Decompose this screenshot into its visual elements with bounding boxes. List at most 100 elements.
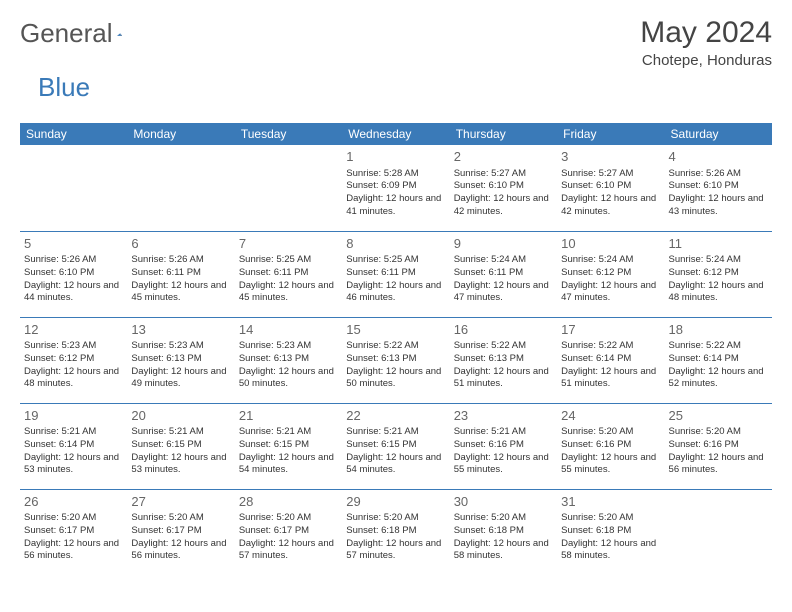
daylight-text: Daylight: 12 hours and 42 minutes. [454, 193, 553, 219]
daylight-text: Daylight: 12 hours and 58 minutes. [454, 538, 553, 564]
day-number: 24 [561, 407, 660, 425]
weekday-header: Saturday [665, 123, 772, 145]
day-details: Sunrise: 5:28 AMSunset: 6:09 PMDaylight:… [346, 168, 445, 219]
sunset-text: Sunset: 6:16 PM [669, 439, 768, 452]
calendar-day-cell: 21Sunrise: 5:21 AMSunset: 6:15 PMDayligh… [235, 403, 342, 489]
daylight-text: Daylight: 12 hours and 45 minutes. [131, 280, 230, 306]
daylight-text: Daylight: 12 hours and 55 minutes. [454, 452, 553, 478]
calendar-day-cell: 12Sunrise: 5:23 AMSunset: 6:12 PMDayligh… [20, 317, 127, 403]
sunrise-text: Sunrise: 5:20 AM [24, 512, 123, 525]
sunset-text: Sunset: 6:10 PM [454, 180, 553, 193]
sunset-text: Sunset: 6:17 PM [131, 525, 230, 538]
weekday-header: Tuesday [235, 123, 342, 145]
sunrise-text: Sunrise: 5:20 AM [454, 512, 553, 525]
day-number: 29 [346, 493, 445, 511]
sunrise-text: Sunrise: 5:25 AM [239, 254, 338, 267]
calendar-day-cell: 7Sunrise: 5:25 AMSunset: 6:11 PMDaylight… [235, 231, 342, 317]
sunrise-text: Sunrise: 5:26 AM [669, 168, 768, 181]
sunrise-text: Sunrise: 5:20 AM [346, 512, 445, 525]
sunrise-text: Sunrise: 5:21 AM [239, 426, 338, 439]
daylight-text: Daylight: 12 hours and 57 minutes. [346, 538, 445, 564]
sunset-text: Sunset: 6:12 PM [24, 353, 123, 366]
calendar-day-cell: 20Sunrise: 5:21 AMSunset: 6:15 PMDayligh… [127, 403, 234, 489]
month-title: May 2024 [640, 18, 772, 48]
daylight-text: Daylight: 12 hours and 55 minutes. [561, 452, 660, 478]
day-number: 2 [454, 148, 553, 166]
sunrise-text: Sunrise: 5:20 AM [239, 512, 338, 525]
day-details: Sunrise: 5:24 AMSunset: 6:11 PMDaylight:… [454, 254, 553, 305]
daylight-text: Daylight: 12 hours and 56 minutes. [131, 538, 230, 564]
calendar-day-cell: 8Sunrise: 5:25 AMSunset: 6:11 PMDaylight… [342, 231, 449, 317]
day-number: 21 [239, 407, 338, 425]
calendar-day-cell: 30Sunrise: 5:20 AMSunset: 6:18 PMDayligh… [450, 489, 557, 575]
daylight-text: Daylight: 12 hours and 53 minutes. [131, 452, 230, 478]
weekday-header: Monday [127, 123, 234, 145]
daylight-text: Daylight: 12 hours and 45 minutes. [239, 280, 338, 306]
day-details: Sunrise: 5:26 AMSunset: 6:10 PMDaylight:… [669, 168, 768, 219]
sunset-text: Sunset: 6:11 PM [454, 267, 553, 280]
day-details: Sunrise: 5:20 AMSunset: 6:18 PMDaylight:… [454, 512, 553, 563]
day-details: Sunrise: 5:21 AMSunset: 6:15 PMDaylight:… [346, 426, 445, 477]
calendar-day-cell: 31Sunrise: 5:20 AMSunset: 6:18 PMDayligh… [557, 489, 664, 575]
day-details: Sunrise: 5:23 AMSunset: 6:12 PMDaylight:… [24, 340, 123, 391]
daylight-text: Daylight: 12 hours and 50 minutes. [346, 366, 445, 392]
day-details: Sunrise: 5:20 AMSunset: 6:18 PMDaylight:… [346, 512, 445, 563]
calendar-week-row: 12Sunrise: 5:23 AMSunset: 6:12 PMDayligh… [20, 317, 772, 403]
day-details: Sunrise: 5:27 AMSunset: 6:10 PMDaylight:… [454, 168, 553, 219]
daylight-text: Daylight: 12 hours and 42 minutes. [561, 193, 660, 219]
calendar-week-row: 1Sunrise: 5:28 AMSunset: 6:09 PMDaylight… [20, 145, 772, 231]
daylight-text: Daylight: 12 hours and 51 minutes. [561, 366, 660, 392]
location-subtitle: Chotepe, Honduras [640, 52, 772, 69]
day-details: Sunrise: 5:24 AMSunset: 6:12 PMDaylight:… [561, 254, 660, 305]
day-number: 28 [239, 493, 338, 511]
sunrise-text: Sunrise: 5:26 AM [131, 254, 230, 267]
sunrise-text: Sunrise: 5:22 AM [669, 340, 768, 353]
calendar-day-cell: 19Sunrise: 5:21 AMSunset: 6:14 PMDayligh… [20, 403, 127, 489]
day-number: 11 [669, 235, 768, 253]
sunrise-text: Sunrise: 5:24 AM [454, 254, 553, 267]
day-number: 13 [131, 321, 230, 339]
sunrise-text: Sunrise: 5:21 AM [454, 426, 553, 439]
day-number: 9 [454, 235, 553, 253]
sunset-text: Sunset: 6:15 PM [131, 439, 230, 452]
calendar-table: SundayMondayTuesdayWednesdayThursdayFrid… [20, 123, 772, 575]
calendar-day-cell [20, 145, 127, 231]
sunrise-text: Sunrise: 5:21 AM [131, 426, 230, 439]
sunset-text: Sunset: 6:10 PM [669, 180, 768, 193]
daylight-text: Daylight: 12 hours and 46 minutes. [346, 280, 445, 306]
sunrise-text: Sunrise: 5:22 AM [346, 340, 445, 353]
daylight-text: Daylight: 12 hours and 47 minutes. [454, 280, 553, 306]
sunrise-text: Sunrise: 5:22 AM [454, 340, 553, 353]
day-details: Sunrise: 5:21 AMSunset: 6:14 PMDaylight:… [24, 426, 123, 477]
day-details: Sunrise: 5:20 AMSunset: 6:17 PMDaylight:… [239, 512, 338, 563]
day-number: 6 [131, 235, 230, 253]
sunset-text: Sunset: 6:16 PM [454, 439, 553, 452]
day-details: Sunrise: 5:22 AMSunset: 6:14 PMDaylight:… [669, 340, 768, 391]
sunset-text: Sunset: 6:11 PM [239, 267, 338, 280]
calendar-day-cell: 22Sunrise: 5:21 AMSunset: 6:15 PMDayligh… [342, 403, 449, 489]
day-details: Sunrise: 5:21 AMSunset: 6:15 PMDaylight:… [131, 426, 230, 477]
calendar-day-cell: 29Sunrise: 5:20 AMSunset: 6:18 PMDayligh… [342, 489, 449, 575]
day-number: 5 [24, 235, 123, 253]
calendar-day-cell: 1Sunrise: 5:28 AMSunset: 6:09 PMDaylight… [342, 145, 449, 231]
day-number: 18 [669, 321, 768, 339]
calendar-day-cell: 25Sunrise: 5:20 AMSunset: 6:16 PMDayligh… [665, 403, 772, 489]
day-number: 26 [24, 493, 123, 511]
sunrise-text: Sunrise: 5:24 AM [669, 254, 768, 267]
calendar-day-cell [235, 145, 342, 231]
calendar-head: SundayMondayTuesdayWednesdayThursdayFrid… [20, 123, 772, 145]
calendar-day-cell: 24Sunrise: 5:20 AMSunset: 6:16 PMDayligh… [557, 403, 664, 489]
day-number: 22 [346, 407, 445, 425]
sunrise-text: Sunrise: 5:23 AM [131, 340, 230, 353]
daylight-text: Daylight: 12 hours and 56 minutes. [24, 538, 123, 564]
sunrise-text: Sunrise: 5:27 AM [454, 168, 553, 181]
sunset-text: Sunset: 6:14 PM [561, 353, 660, 366]
sunrise-text: Sunrise: 5:21 AM [346, 426, 445, 439]
day-number: 4 [669, 148, 768, 166]
day-number: 25 [669, 407, 768, 425]
sunset-text: Sunset: 6:18 PM [454, 525, 553, 538]
calendar-day-cell: 6Sunrise: 5:26 AMSunset: 6:11 PMDaylight… [127, 231, 234, 317]
day-details: Sunrise: 5:20 AMSunset: 6:16 PMDaylight:… [561, 426, 660, 477]
sunset-text: Sunset: 6:13 PM [131, 353, 230, 366]
sunset-text: Sunset: 6:12 PM [669, 267, 768, 280]
